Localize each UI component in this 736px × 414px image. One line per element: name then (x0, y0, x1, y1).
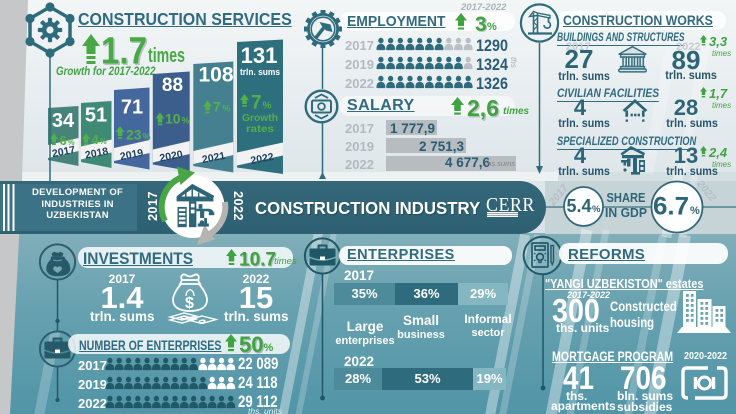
svg-text:1.7: 1.7 (103, 32, 149, 74)
svg-text:%: % (690, 205, 700, 217)
svg-text:times: times (148, 45, 185, 67)
svg-text:times: times (503, 106, 530, 117)
svg-text:5.4: 5.4 (567, 196, 592, 216)
svg-text:2,6: 2,6 (467, 95, 499, 121)
svg-text:1,7: 1,7 (709, 86, 728, 101)
svg-text:times: times (712, 160, 731, 169)
svg-text:4: 4 (92, 132, 100, 147)
svg-text:2019: 2019 (119, 147, 144, 163)
svg-text:71: 71 (121, 97, 143, 119)
svg-text:131: 131 (241, 43, 278, 68)
svg-text:%: % (223, 104, 231, 114)
svg-text:%: % (487, 21, 497, 33)
svg-text:SHARE: SHARE (607, 191, 646, 205)
svg-text:2018: 2018 (84, 145, 109, 161)
svg-text:3: 3 (476, 14, 488, 37)
svg-text:%: % (592, 204, 601, 215)
svg-text:3,3: 3,3 (709, 34, 728, 49)
svg-text:$: $ (185, 295, 194, 312)
svg-text:rates: rates (246, 123, 274, 135)
svg-text:2,6: 2,6 (468, 96, 500, 122)
svg-text:6: 6 (60, 133, 67, 148)
svg-text:6.7: 6.7 (653, 193, 689, 221)
svg-text:2017: 2017 (51, 144, 76, 160)
svg-text:1.7: 1.7 (101, 31, 147, 73)
svg-text:%: % (100, 137, 107, 146)
svg-text:2,4: 2,4 (708, 145, 728, 160)
svg-text:51: 51 (85, 105, 107, 127)
svg-text:%: % (182, 116, 190, 126)
svg-text:trln. sums: trln. sums (240, 67, 280, 78)
svg-text:10: 10 (165, 111, 181, 127)
svg-text:10.7: 10.7 (239, 250, 276, 271)
svg-text:3: 3 (475, 13, 487, 36)
svg-text:%: % (143, 132, 151, 142)
svg-text:23: 23 (126, 127, 142, 143)
svg-text:times: times (274, 256, 297, 267)
svg-text:50: 50 (239, 332, 263, 357)
svg-text:%: % (264, 342, 274, 354)
svg-text:7: 7 (213, 99, 221, 115)
svg-text:2020: 2020 (159, 148, 184, 164)
svg-text:%: % (263, 101, 272, 112)
svg-text:times: times (712, 101, 731, 110)
svg-text:IN GDP: IN GDP (605, 206, 647, 220)
svg-text:Growth: Growth (242, 112, 278, 124)
svg-text:7: 7 (251, 93, 262, 114)
svg-text:50: 50 (240, 333, 264, 358)
svg-text:2022: 2022 (250, 151, 275, 167)
svg-text:88: 88 (162, 75, 183, 96)
svg-text:10.7: 10.7 (240, 251, 277, 272)
svg-text:34: 34 (52, 110, 75, 132)
svg-text:108: 108 (198, 64, 233, 87)
svg-text:times: times (712, 49, 731, 58)
svg-text:2021: 2021 (201, 150, 226, 166)
svg-text:%: % (68, 138, 75, 147)
